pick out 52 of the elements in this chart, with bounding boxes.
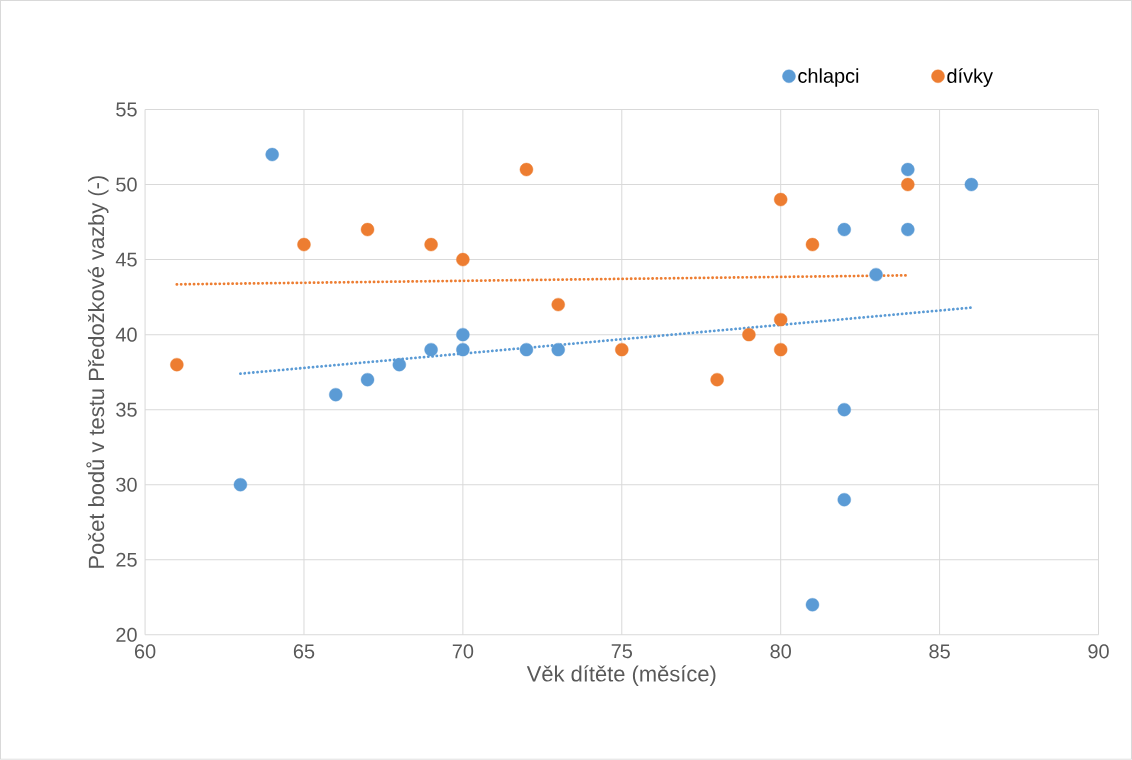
point [615,343,629,357]
point [170,358,184,372]
y-tick-label: 20 [116,627,137,642]
point [805,598,820,612]
point [456,343,470,357]
y-tick-label: 50 [116,177,137,192]
x-tick-label: 70 [452,644,474,659]
x-tick-label: 65 [293,644,315,659]
point [424,238,438,252]
point [392,358,406,372]
point [551,298,565,312]
point [519,162,534,177]
point [742,328,756,342]
y-tick-label: 55 [116,102,137,117]
point [774,343,788,357]
point [837,222,851,237]
y-tick-label: 30 [116,477,137,492]
x-tick-label: 75 [611,644,633,659]
point [360,373,375,387]
point [901,162,915,177]
point [901,177,915,192]
x-tick-label: 85 [929,644,950,659]
point [774,313,788,327]
point [837,403,851,417]
point [964,177,979,192]
point [774,192,788,207]
y-axis-title: Počet bodů v testu Předožkové vazby (-) [86,176,109,568]
point [424,343,438,357]
point [456,328,470,342]
x-tick-label: 60 [135,644,156,659]
x-tick-label: 90 [1088,644,1109,659]
point [265,147,279,162]
point [805,238,820,252]
point [901,222,915,237]
y-tick-label: 25 [116,552,137,567]
x-axis-title: Věk dítěte (měsíce) [526,665,716,687]
legend-label: dívky [947,68,993,88]
point [551,343,565,357]
y-tick-label: 35 [116,402,137,417]
y-tick-label: 40 [115,327,137,342]
point [456,253,470,267]
point [233,478,248,492]
point [329,388,343,402]
point [519,343,534,357]
point [837,493,851,507]
x-tick-label: 80 [770,644,791,659]
point [360,222,375,237]
point [869,268,883,282]
point [297,238,311,252]
y-tick-label: 45 [115,252,137,267]
point [710,373,724,387]
legend-label: chlapci [798,68,859,87]
